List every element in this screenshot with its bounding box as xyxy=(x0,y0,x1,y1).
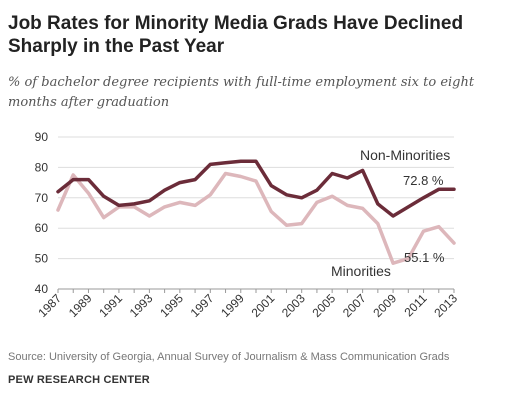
x-tick-label: 1997 xyxy=(188,291,217,320)
x-tick-label: 2005 xyxy=(309,291,338,320)
data-label-non-minorities-2013: 72.8 % xyxy=(403,173,444,188)
x-tick-label: 1999 xyxy=(218,291,247,320)
y-tick-label: 50 xyxy=(35,252,49,266)
x-tick-label: 1989 xyxy=(66,291,95,320)
x-tick-label: 1993 xyxy=(127,291,156,320)
series-line-non-minorities xyxy=(56,159,456,218)
y-tick-label: 80 xyxy=(35,160,49,174)
x-tick-label: 2003 xyxy=(279,291,308,320)
y-tick-label: 60 xyxy=(35,221,49,235)
x-tick-label: 2011 xyxy=(402,291,430,319)
series-layer xyxy=(56,159,456,265)
x-tick-label: 2009 xyxy=(370,291,399,320)
x-tick-label: 1991 xyxy=(96,291,125,320)
series-label-minorities: Minorities xyxy=(331,263,391,279)
source-note: Source: University of Georgia, Annual Su… xyxy=(8,351,450,363)
organization-name: PEW RESEARCH CENTER xyxy=(8,374,150,386)
y-tick-label: 70 xyxy=(35,191,49,205)
x-tick-label: 1995 xyxy=(157,291,186,320)
grid-layer xyxy=(58,136,454,260)
x-tick-label: 2001 xyxy=(249,291,278,320)
series-line-minorities xyxy=(56,171,456,265)
chart-title: Job Rates for Minority Media Grads Have … xyxy=(8,13,464,57)
y-tick-label: 90 xyxy=(35,130,49,144)
x-tick-label: 2007 xyxy=(340,291,369,320)
label-layer: Non-Minorities Minorities 72.8 % 55.1 % xyxy=(331,147,450,279)
chart-subtitle: % of bachelor degree recipients with ful… xyxy=(8,75,475,110)
data-label-minorities-2013: 55.1 % xyxy=(404,250,445,265)
y-tick-label: 40 xyxy=(35,282,49,296)
series-label-non-minorities: Non-Minorities xyxy=(360,147,450,163)
x-tick-label: 2013 xyxy=(431,291,460,320)
